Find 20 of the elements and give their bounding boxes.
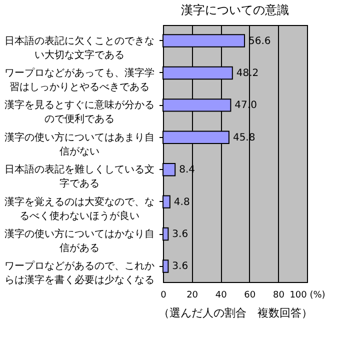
x-tick-label: 100 (%) [290, 290, 326, 300]
x-tick-label: 0 [160, 290, 167, 300]
x-axis-title: （選んだ人の割合 複数回答） [158, 306, 312, 320]
y-tick-label: 漢字を見るとすぐに意味が分かるので便利である [4, 99, 154, 126]
y-tick-label: 日本語の表記を難しくしている文字である [4, 164, 154, 190]
y-tick-label: 日本語の表記に欠くことのできない大切な文字である [4, 34, 154, 61]
data-label: 4.8 [174, 196, 190, 208]
x-tick-label: 80 [272, 290, 285, 300]
x-tick-label: 40 [215, 290, 228, 300]
y-tick-label: 漢字を覚えるのは大変なので、なるべく使わないほうが良い [4, 196, 154, 222]
y-tick-label: 漢字の使い方についてはあまり自信がない [4, 131, 154, 158]
chart-title: 漢字についての意識 [181, 3, 289, 17]
data-label: 56.6 [248, 36, 271, 47]
data-label: 3.6 [172, 261, 188, 272]
data-label: 3.6 [172, 229, 188, 240]
x-tick-label: 60 [244, 290, 256, 300]
y-tick-label: 漢字の使い方についてはかなり自信がある [4, 228, 154, 254]
y-tick-label: ワープロなどがあっても、漢字学習はしっかりとやるべきである [4, 66, 154, 93]
x-tick-label: 20 [186, 290, 198, 300]
y-tick-label: ワープロなどがあるので、これからは漢字を書く必要は少なくなる [4, 260, 154, 286]
